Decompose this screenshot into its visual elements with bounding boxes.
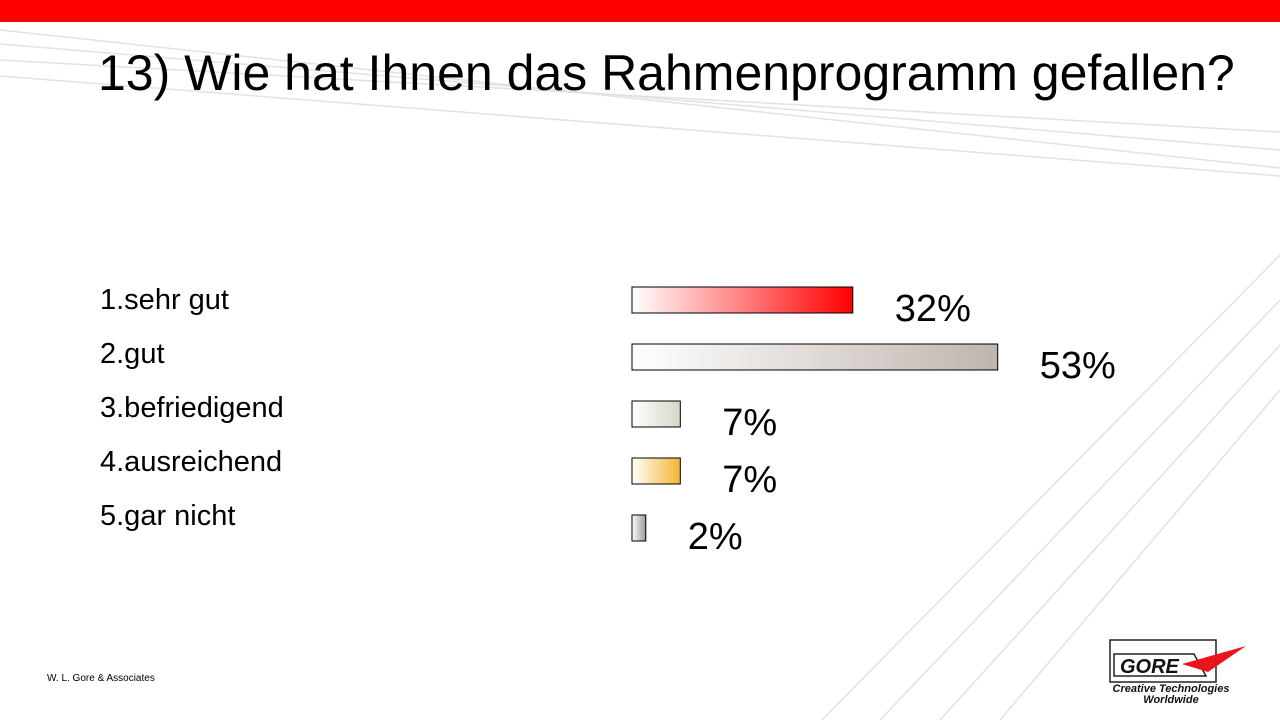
bar-value-label-4: 7% (722, 459, 777, 501)
bar-1 (631, 286, 854, 314)
logo-tagline-line1: Creative Technologies (1112, 683, 1230, 695)
answer-options: 1.sehr gut 2.gut 3.befriedigend 4.ausrei… (100, 280, 284, 550)
logo-tagline-line2: Worldwide (1143, 694, 1199, 706)
footer-company: W. L. Gore & Associates (47, 673, 155, 684)
bar-chart: 32% 53% 7% 7% 2% (631, 286, 1116, 558)
bar-value-label-5: 2% (688, 516, 743, 558)
option-item: 2.gut (100, 338, 165, 370)
bar-5 (631, 514, 647, 542)
option-item: 4.ausreichend (100, 446, 283, 478)
bar-2 (631, 343, 999, 371)
bar-4 (631, 457, 681, 485)
option-item: 5.gar nicht (100, 500, 236, 532)
gore-logo: GORE (1109, 639, 1246, 683)
option-item: 1.sehr gut (100, 284, 229, 316)
bar-value-label-1: 32% (895, 288, 971, 330)
bar-3 (631, 400, 681, 428)
logo-tagline: Creative Technologies Worldwide (1108, 684, 1234, 706)
bar-value-label-3: 7% (722, 402, 777, 444)
logo-wordmark: GORE (1120, 656, 1180, 678)
option-item: 3.befriedigend (100, 392, 284, 424)
bar-value-label-2: 53% (1040, 345, 1116, 387)
page-title: 13) Wie hat Ihnen das Rahmenprogramm gef… (98, 45, 1235, 101)
top-accent-band (0, 0, 1280, 22)
